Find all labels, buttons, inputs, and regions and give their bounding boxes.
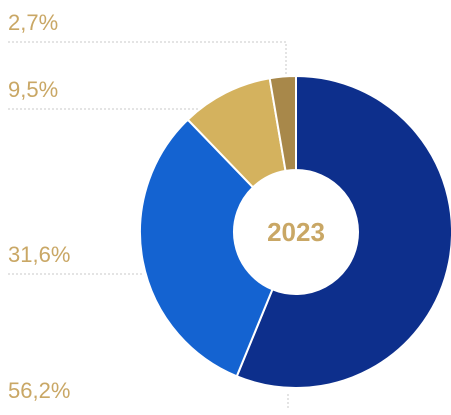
percentage-labels: 2,7% 9,5% 31,6% 56,2% — [8, 10, 70, 403]
center-year-label: 2023 — [267, 217, 325, 247]
percentage-label-1: 31,6% — [8, 242, 70, 267]
percentage-label-0: 56,2% — [8, 378, 70, 403]
leader-line-3 — [8, 41, 287, 76]
center-hole — [234, 170, 358, 294]
donut-slices — [139, 74, 451, 389]
percentage-label-2: 9,5% — [8, 77, 58, 102]
percentage-label-3: 2,7% — [8, 10, 58, 35]
